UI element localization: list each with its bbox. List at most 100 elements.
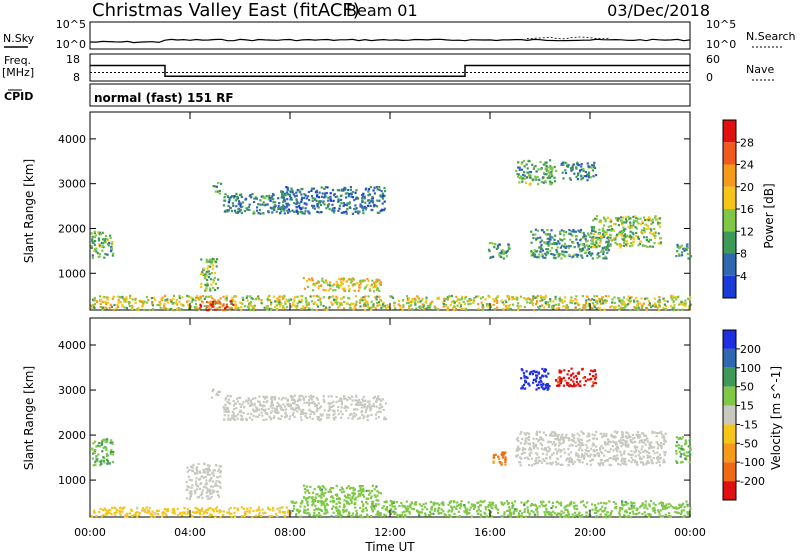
power-cell xyxy=(650,306,653,309)
power-cell xyxy=(335,285,339,288)
power-cell xyxy=(517,166,520,169)
power-cell xyxy=(592,175,595,178)
vel-cell xyxy=(340,416,343,419)
vel-cell xyxy=(186,466,189,469)
power-cell xyxy=(567,164,570,167)
power-cell xyxy=(459,305,462,308)
vel-cell xyxy=(219,475,222,478)
vel-cell xyxy=(328,413,331,416)
power-cell xyxy=(363,205,366,208)
power-cell xyxy=(595,236,598,239)
vel-cell xyxy=(113,506,116,509)
vel-cell xyxy=(130,509,134,512)
vel-cell xyxy=(677,447,681,450)
vel-cell xyxy=(658,464,662,467)
vel-cell xyxy=(148,507,151,510)
vel-cell xyxy=(528,454,531,457)
power-cell xyxy=(321,201,325,204)
vel-cell xyxy=(376,494,379,497)
power-cell xyxy=(647,227,650,230)
vel-cell xyxy=(549,513,552,516)
vel-cell xyxy=(246,400,249,403)
vel-cell xyxy=(519,461,522,464)
power-cell xyxy=(560,299,563,303)
vel-cell xyxy=(280,415,283,418)
vel-cell xyxy=(131,514,134,518)
vel-cell xyxy=(208,473,211,476)
power-cell xyxy=(637,307,640,310)
power-cell xyxy=(521,180,524,183)
vel-cell xyxy=(200,475,203,478)
power-cell xyxy=(640,231,643,234)
power-cell xyxy=(269,199,272,202)
vel-cell xyxy=(561,433,564,436)
power-cell xyxy=(281,297,285,300)
power-cell xyxy=(609,306,612,309)
vel-cell xyxy=(398,504,401,508)
vel-cell xyxy=(118,509,121,513)
power-cell xyxy=(634,219,637,222)
power-cell xyxy=(338,189,341,192)
vel-cell xyxy=(248,509,251,512)
vel-cell xyxy=(605,432,608,436)
vel-cell xyxy=(612,455,615,458)
power-cell xyxy=(336,303,339,306)
power-cell xyxy=(538,253,541,256)
vel-cell xyxy=(324,492,327,495)
vel-cell xyxy=(348,494,351,497)
vel-cell xyxy=(502,503,505,506)
power-cell xyxy=(601,296,604,299)
power-cell xyxy=(363,206,366,209)
power-cell xyxy=(216,190,219,193)
vel-cell xyxy=(581,500,584,503)
vel-cell xyxy=(268,415,271,418)
vel-cell xyxy=(537,383,540,386)
vel-cell xyxy=(652,449,655,452)
vel-cell xyxy=(318,487,321,490)
vel-cell xyxy=(429,510,432,513)
power-cell xyxy=(397,299,400,303)
vel-cell xyxy=(358,492,361,496)
vel-cell xyxy=(582,376,585,380)
power-cell xyxy=(573,172,576,175)
vel-cell xyxy=(345,496,348,499)
power-cell xyxy=(331,189,335,192)
vel-cell xyxy=(350,486,353,490)
power-cell xyxy=(442,303,445,306)
vel-cell xyxy=(105,454,109,457)
power-cell xyxy=(231,300,234,303)
power-cell xyxy=(219,182,223,185)
vel-cell xyxy=(151,510,154,513)
power-cell xyxy=(560,257,563,260)
vel-cell xyxy=(450,515,453,518)
vel-cell xyxy=(588,455,592,458)
power-cell xyxy=(382,194,385,197)
vel-cell xyxy=(679,455,682,458)
power-cell xyxy=(162,307,165,310)
power-cell xyxy=(584,244,587,247)
vel-cell xyxy=(150,515,153,518)
vel-cell xyxy=(106,460,110,463)
power-cell xyxy=(151,304,154,307)
power-cell xyxy=(634,226,637,229)
nsearch-series-line xyxy=(527,36,611,40)
power-cell xyxy=(511,296,515,299)
power-cell xyxy=(311,308,314,311)
power-cell xyxy=(607,244,610,247)
vel-cell xyxy=(239,405,243,408)
vel-cell xyxy=(298,408,301,411)
vel-cell xyxy=(533,443,536,446)
power-cell xyxy=(354,191,357,194)
vel-cell xyxy=(205,482,208,485)
vel-cell xyxy=(280,408,283,411)
vel-cell xyxy=(676,461,679,464)
power-cell xyxy=(530,251,533,254)
power-cell xyxy=(187,299,190,302)
vel-cell xyxy=(656,442,660,445)
vel-cell xyxy=(579,459,582,462)
power-cell xyxy=(300,298,303,301)
vel-cell xyxy=(548,434,551,437)
vel-cell xyxy=(362,505,365,508)
vel-cell xyxy=(377,503,380,506)
vel-cell xyxy=(597,462,600,465)
